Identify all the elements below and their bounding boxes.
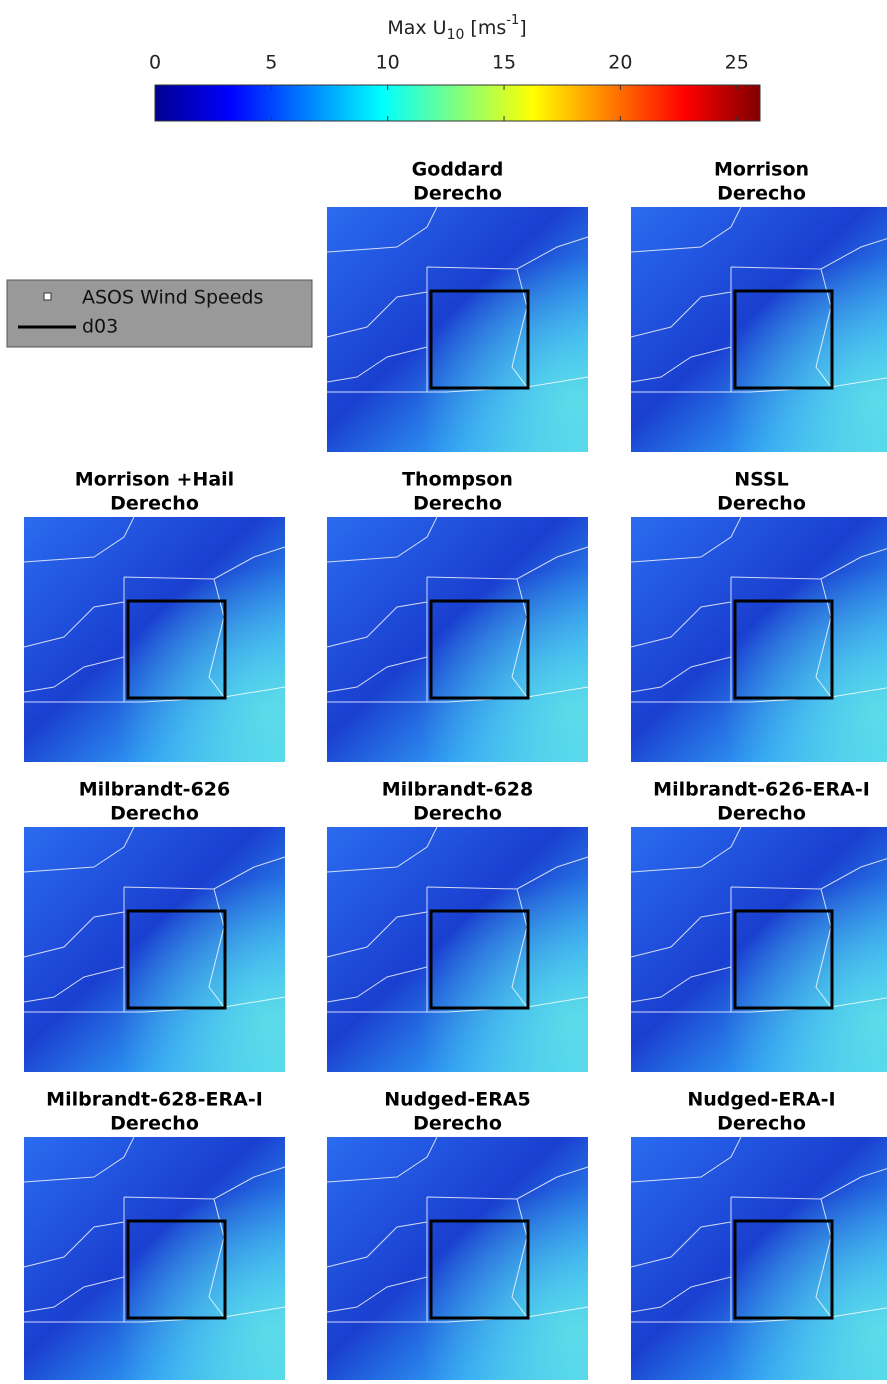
map-ocean bbox=[631, 1137, 887, 1380]
map-ocean bbox=[631, 517, 887, 762]
colorbar-tick-label: 25 bbox=[725, 52, 749, 74]
map-panel bbox=[327, 827, 588, 1072]
panel-title: Nudged-ERA-I bbox=[687, 1089, 835, 1111]
map-panel bbox=[631, 207, 887, 452]
map-panel bbox=[24, 827, 285, 1072]
map-panel bbox=[631, 827, 887, 1072]
panel-title: Milbrandt-626 bbox=[79, 779, 230, 801]
colorbar-tick-label: 15 bbox=[492, 52, 516, 74]
panel-subtitle: Derecho bbox=[413, 1113, 502, 1135]
panel-subtitle: Derecho bbox=[110, 803, 199, 825]
panel-subtitle: Derecho bbox=[110, 493, 199, 515]
panel-subtitle: Derecho bbox=[413, 493, 502, 515]
map-ocean bbox=[327, 517, 588, 762]
panel-title: NSSL bbox=[734, 469, 789, 491]
map-ocean bbox=[327, 1137, 588, 1380]
map-ocean bbox=[631, 207, 887, 452]
map-ocean bbox=[631, 827, 887, 1072]
panel-subtitle: Derecho bbox=[413, 183, 502, 205]
map-panel bbox=[327, 1137, 588, 1380]
map-panel bbox=[631, 517, 887, 762]
panel-title: Milbrandt-628-ERA-I bbox=[46, 1089, 263, 1111]
panel-subtitle: Derecho bbox=[717, 183, 806, 205]
map-ocean bbox=[327, 827, 588, 1072]
map-panel bbox=[24, 517, 285, 762]
panel-title: Thompson bbox=[402, 469, 513, 491]
legend-marker bbox=[44, 293, 51, 300]
map-panel bbox=[24, 1137, 285, 1380]
panel-subtitle: Derecho bbox=[413, 803, 502, 825]
panel-subtitle: Derecho bbox=[110, 1113, 199, 1135]
colorbar-tick-label: 5 bbox=[265, 52, 277, 74]
legend-label: d03 bbox=[82, 316, 118, 338]
colorbar-tick-label: 0 bbox=[149, 52, 161, 74]
map-panel bbox=[327, 207, 588, 452]
map-panel bbox=[327, 517, 588, 762]
panel-title: Goddard bbox=[412, 159, 504, 181]
panel-title: Morrison +Hail bbox=[75, 469, 234, 491]
map-panel bbox=[631, 1137, 887, 1380]
panel-subtitle: Derecho bbox=[717, 1113, 806, 1135]
map-ocean bbox=[24, 1137, 285, 1380]
panel-title: Milbrandt-626-ERA-I bbox=[653, 779, 870, 801]
figure: Max U10[ms-1] ASOS Wind Speeds d03 0 5 10 1… bbox=[0, 0, 887, 1380]
colorbar-tick-label: 20 bbox=[608, 52, 632, 74]
legend-label: ASOS Wind Speeds bbox=[82, 287, 263, 309]
panel-title: Nudged-ERA5 bbox=[384, 1089, 531, 1111]
map-ocean bbox=[24, 827, 285, 1072]
panel-title: Morrison bbox=[714, 159, 809, 181]
colorbar-title: Max U10[ms-1] bbox=[387, 13, 526, 44]
colorbar-tick-label: 10 bbox=[376, 52, 400, 74]
map-ocean bbox=[327, 207, 588, 452]
legend: ASOS Wind Speeds d03 bbox=[7, 280, 312, 347]
map-ocean bbox=[24, 517, 285, 762]
panel-subtitle: Derecho bbox=[717, 803, 806, 825]
panel-title: Milbrandt-628 bbox=[382, 779, 533, 801]
panel-subtitle: Derecho bbox=[717, 493, 806, 515]
colorbar bbox=[155, 85, 760, 121]
